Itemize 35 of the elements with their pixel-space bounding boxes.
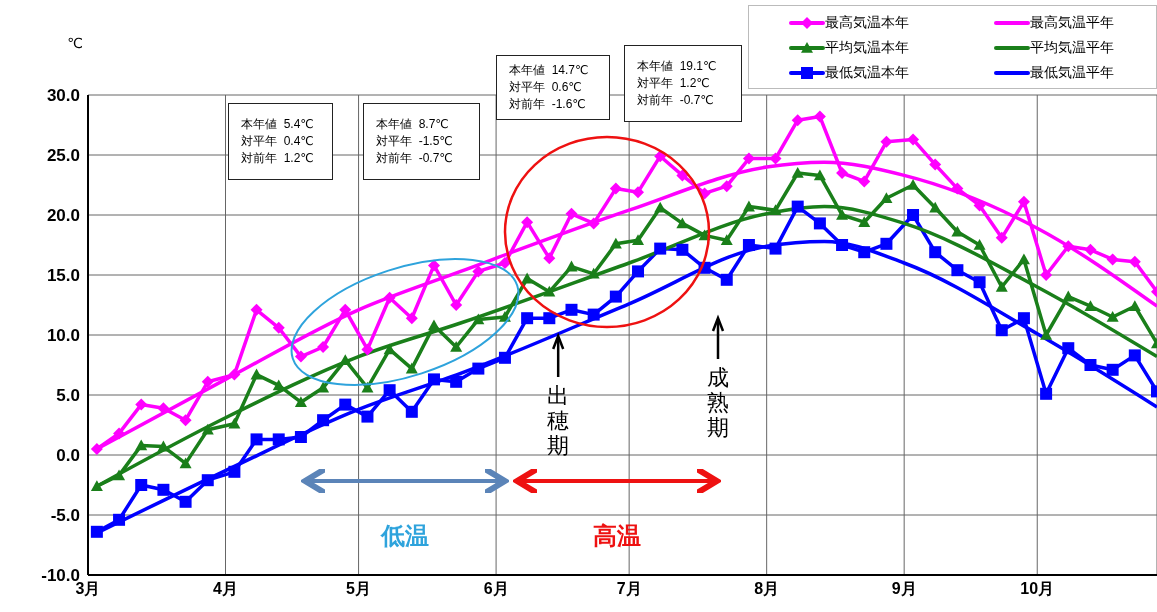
- y-tick-label: 0.0: [56, 446, 80, 466]
- annotation: 本年値 5.4℃ 対平年 0.4℃ 対前年 1.2℃: [241, 116, 315, 167]
- y-tick-label: 10.0: [46, 326, 80, 346]
- x-tick-label: 6月: [483, 580, 509, 598]
- legend-label: 最高気温本年: [825, 14, 909, 32]
- annotation: 本年値 19.1℃ 対平年 1.2℃ 対前年 -0.7℃: [637, 58, 718, 109]
- x-tick-label: 10月: [1020, 580, 1055, 598]
- y-tick-label: 25.0: [46, 146, 80, 166]
- legend-label: 最高気温平年: [1030, 14, 1114, 32]
- text-box: 本年値 8.7℃ 対平年 -1.5℃ 対前年 -0.7℃: [363, 103, 480, 180]
- y-axis-title: ℃: [67, 35, 83, 51]
- x-tick-label: 5月: [346, 580, 372, 598]
- legend-label: 平均気温本年: [825, 39, 909, 57]
- text-box: 本年値 5.4℃ 対平年 0.4℃ 対前年 1.2℃: [228, 103, 333, 180]
- annotation: 低温: [380, 522, 429, 549]
- annotation: 高温: [593, 522, 641, 549]
- annotation: 成熟期: [707, 365, 729, 440]
- x-tick-label: 4月: [213, 580, 238, 598]
- legend-label: 平均気温平年: [1030, 39, 1114, 57]
- x-tick-label: 7月: [616, 580, 642, 598]
- y-tick-label: 30.0: [46, 86, 80, 106]
- annotation: 本年値 8.7℃ 対平年 -1.5℃ 対前年 -0.7℃: [376, 116, 454, 167]
- annotation: 出穂期: [547, 383, 570, 458]
- legend-label: 最低気温本年: [825, 64, 909, 82]
- legend-label: 最低気温平年: [1030, 64, 1114, 82]
- annotation: 本年値 14.7℃ 対平年 0.6℃ 対前年 -1.6℃: [509, 62, 590, 113]
- x-tick-label: 3月: [75, 580, 101, 598]
- text-box: 本年値 14.7℃ 対平年 0.6℃ 対前年 -1.6℃: [496, 55, 610, 120]
- y-tick-label: 20.0: [46, 206, 80, 226]
- x-tick-label: 8月: [754, 580, 780, 598]
- x-tick-label: 9月: [891, 580, 917, 598]
- y-tick-label: -5.0: [50, 506, 80, 526]
- y-tick-label: 5.0: [56, 386, 80, 406]
- text-box: 本年値 19.1℃ 対平年 1.2℃ 対前年 -0.7℃: [624, 45, 742, 122]
- y-tick-label: 15.0: [46, 266, 80, 286]
